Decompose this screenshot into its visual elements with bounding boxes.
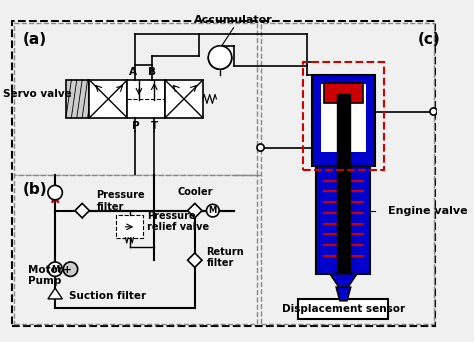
Text: Motor+
Pump: Motor+ Pump bbox=[28, 265, 72, 286]
Text: Accumulator: Accumulator bbox=[194, 15, 273, 25]
Bar bbox=[66, 80, 90, 118]
Polygon shape bbox=[48, 288, 63, 299]
Text: M: M bbox=[209, 206, 217, 215]
Polygon shape bbox=[188, 203, 202, 218]
Text: (a): (a) bbox=[23, 32, 47, 47]
Text: Pressure
filter: Pressure filter bbox=[97, 190, 145, 211]
Text: Suction filter: Suction filter bbox=[69, 291, 146, 301]
Text: B: B bbox=[147, 67, 155, 77]
Bar bbox=[299, 299, 389, 319]
Text: Cooler: Cooler bbox=[177, 187, 212, 197]
Text: Return
filter: Return filter bbox=[207, 247, 244, 268]
Bar bbox=[14, 174, 257, 324]
Bar bbox=[165, 80, 203, 118]
Circle shape bbox=[48, 262, 63, 276]
Circle shape bbox=[257, 144, 264, 151]
Circle shape bbox=[207, 204, 219, 217]
Text: (c): (c) bbox=[417, 32, 440, 47]
Polygon shape bbox=[330, 274, 357, 287]
Polygon shape bbox=[75, 203, 90, 218]
Bar bbox=[90, 80, 127, 118]
Bar bbox=[303, 62, 384, 170]
Bar bbox=[127, 80, 165, 118]
Text: M: M bbox=[51, 265, 59, 274]
Text: T: T bbox=[151, 120, 158, 131]
Bar bbox=[312, 76, 375, 166]
Bar bbox=[317, 166, 371, 274]
Text: P: P bbox=[131, 120, 139, 131]
Text: Servo valve: Servo valve bbox=[3, 89, 72, 100]
Text: Pressure
relief valve: Pressure relief valve bbox=[147, 211, 209, 232]
Text: Displacement sensor: Displacement sensor bbox=[282, 304, 405, 314]
Circle shape bbox=[208, 46, 232, 69]
Polygon shape bbox=[336, 287, 351, 301]
Bar bbox=[14, 23, 257, 174]
Bar bbox=[321, 84, 366, 152]
Bar bbox=[337, 93, 350, 274]
Circle shape bbox=[48, 185, 63, 200]
Bar bbox=[261, 23, 434, 324]
Text: Engine valve: Engine valve bbox=[389, 206, 468, 215]
Circle shape bbox=[430, 108, 437, 115]
Text: (b): (b) bbox=[23, 182, 47, 197]
Text: A: A bbox=[128, 67, 137, 77]
Bar bbox=[324, 83, 363, 103]
Circle shape bbox=[63, 262, 78, 276]
Polygon shape bbox=[188, 253, 202, 267]
Bar bbox=[117, 215, 144, 238]
